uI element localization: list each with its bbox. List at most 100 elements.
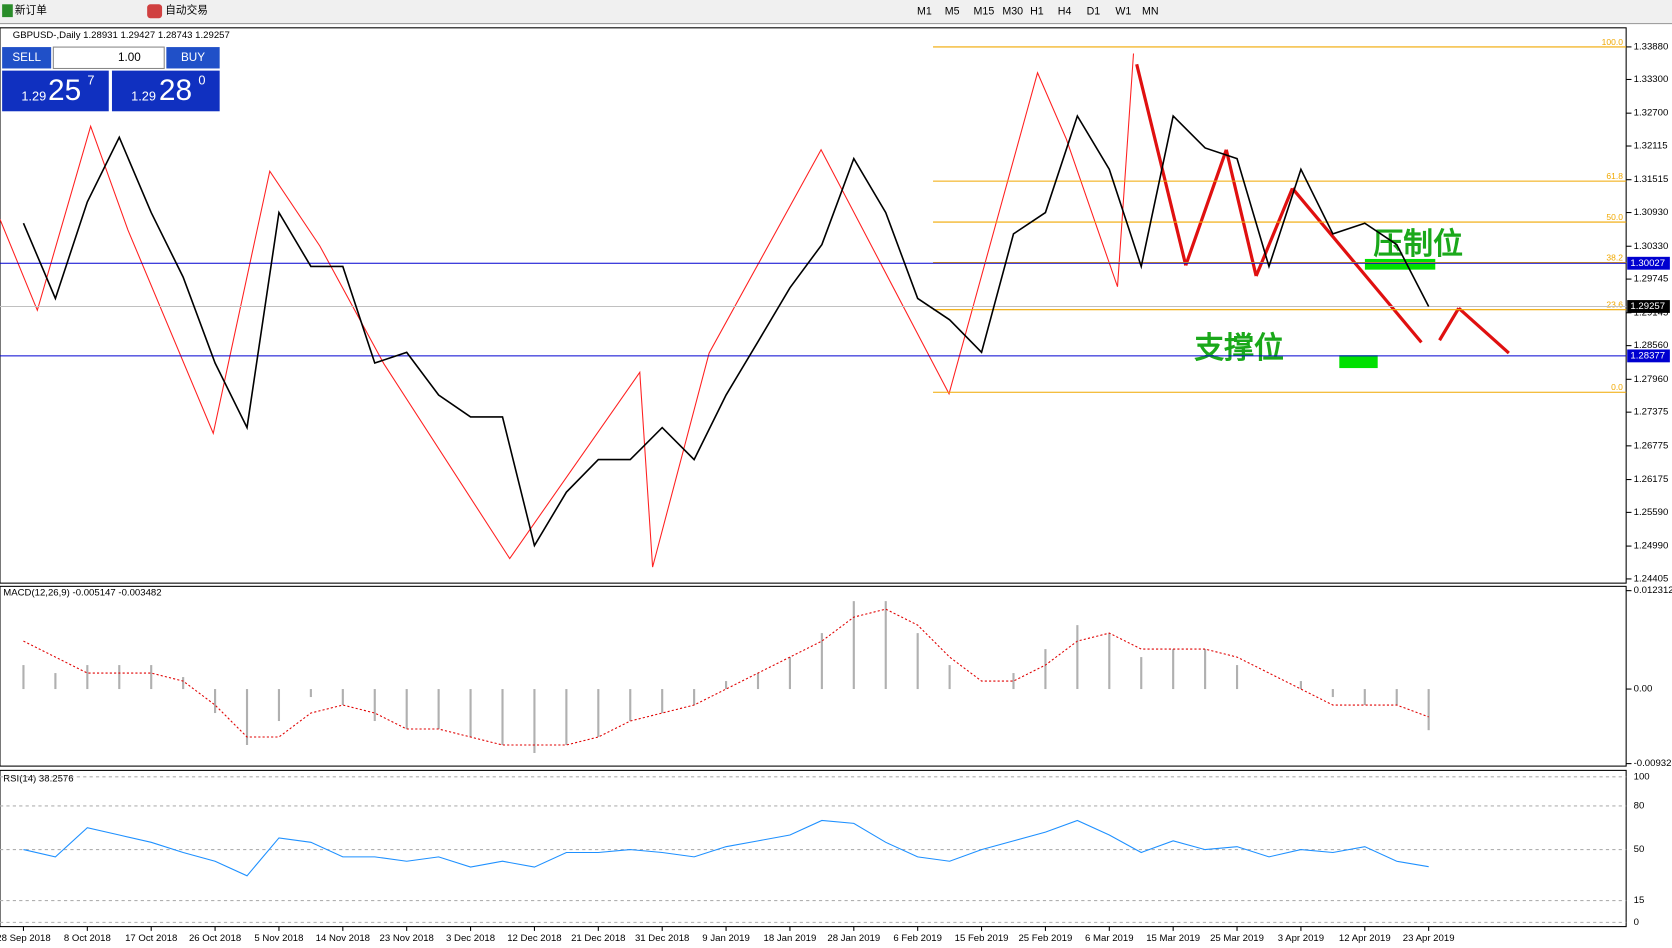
level-tag [1627, 256, 1670, 270]
y-tick-label: 50 [1634, 844, 1645, 855]
x-tick-label: 31 Dec 2018 [635, 933, 689, 944]
x-tick-label: 3 Dec 2018 [446, 933, 495, 944]
rsi-line [23, 819, 1429, 877]
timeframe[interactable]: W1 [1115, 6, 1131, 18]
y-tick-label: 1.26775 [1634, 440, 1669, 451]
x-tick-label: 6 Feb 2019 [893, 933, 942, 944]
y-tick-label: 1.33300 [1634, 74, 1669, 85]
lots[interactable]: 1.00 [118, 51, 141, 64]
x-tick-label: 26 Oct 2018 [189, 933, 241, 944]
price-tag [1627, 300, 1670, 313]
signal-line [23, 608, 1429, 746]
arrows [1135, 63, 1510, 355]
lots-field[interactable] [52, 46, 165, 70]
timeframe[interactable]: M30 [1002, 6, 1023, 18]
y-tick-label: 0.00 [1634, 684, 1653, 695]
x-tick-label: 25 Mar 2019 [1210, 933, 1264, 944]
x-tick-label: 6 Mar 2019 [1085, 933, 1134, 944]
fib-label: 61.8 [1606, 171, 1623, 181]
timeframe[interactable]: MN [1142, 6, 1159, 18]
ask-frac: 0 [198, 73, 205, 88]
timeframe[interactable]: M1 [917, 6, 932, 18]
price-series [22, 114, 1430, 548]
resistance-label: 压制位 [1373, 227, 1463, 261]
timeframe[interactable]: H4 [1058, 6, 1072, 18]
fib-label: 38.2 [1606, 252, 1623, 262]
new-order-icon[interactable] [2, 4, 13, 18]
x-tick-label: 21 Dec 2018 [571, 933, 625, 944]
zigzag [0, 53, 1135, 568]
y-tick-label: 100 [1634, 771, 1650, 782]
bid-pips: 25 [48, 74, 81, 107]
timeframe[interactable]: M5 [945, 6, 960, 18]
timeframe[interactable]: M15 [974, 6, 995, 18]
x-tick-label: 23 Nov 2018 [379, 933, 433, 944]
toolbar [0, 0, 1672, 24]
x-tick-label: 17 Oct 2018 [125, 933, 177, 944]
rsi-panel [0, 769, 1627, 928]
x-tick-label: 15 Mar 2019 [1146, 933, 1200, 944]
fib-label: 0.0 [1611, 382, 1623, 392]
y-tick-label: 1.25590 [1634, 507, 1669, 518]
x-tick-label: 5 Nov 2018 [254, 933, 303, 944]
y-tick-label: 1.27960 [1634, 374, 1669, 385]
sell-button[interactable] [2, 47, 52, 69]
y-tick-label: 1.31515 [1634, 174, 1669, 185]
ask-box[interactable] [111, 70, 220, 112]
x-tick-label: 28 Jan 2019 [827, 933, 880, 944]
fib-label: 100.0 [1602, 37, 1624, 47]
y-tick-label: 1.29745 [1634, 274, 1669, 285]
y-tick-label: 1.33880 [1634, 41, 1669, 52]
x-tick-label: 15 Feb 2019 [955, 933, 1009, 944]
timeframe[interactable]: H1 [1030, 6, 1044, 18]
y-tick-label: 15 [1634, 895, 1645, 906]
fib-label: 23.6 [1606, 300, 1623, 310]
level-label: 1.28377 [1630, 350, 1665, 361]
x-tick-label: 14 Nov 2018 [316, 933, 370, 944]
x-tick-label: 9 Jan 2019 [702, 933, 749, 944]
ask-big: 1.29 [131, 89, 156, 104]
rsi-title: RSI(14) 38.2576 [3, 773, 73, 784]
timeframe[interactable]: D1 [1087, 6, 1101, 18]
x-tick-label: 28 Sep 2018 [0, 933, 51, 944]
y-tick-label: 1.32700 [1634, 108, 1669, 119]
support-mark [1339, 355, 1378, 369]
y-tick-label: 1.30930 [1634, 207, 1669, 218]
buy-button[interactable] [166, 47, 220, 69]
bid-frac: 7 [87, 73, 94, 88]
x-tick-label: 18 Jan 2019 [764, 933, 817, 944]
bid-big: 1.29 [21, 89, 46, 104]
y-tick-label: 1.27375 [1634, 407, 1669, 418]
chart-title: GBPUSD-,Daily 1.28931 1.29427 1.28743 1.… [13, 30, 230, 41]
ask-pips: 28 [159, 74, 192, 107]
buy-label[interactable]: BUY [181, 51, 205, 64]
y-tick-label: 1.30330 [1634, 241, 1669, 252]
sell-label[interactable]: SELL [12, 51, 41, 64]
macd-panel [0, 585, 1627, 767]
y-tick-label: 0 [1634, 917, 1639, 928]
main-chart [0, 27, 1627, 584]
x-tick-label: 3 Apr 2019 [1278, 933, 1324, 944]
y-tick-label: 0.012312 [1634, 585, 1672, 596]
y-tick-label: 1.24990 [1634, 541, 1669, 552]
y-tick-label: -0.009328 [1634, 758, 1672, 769]
x-tick-label: 12 Dec 2018 [507, 933, 561, 944]
bid-box[interactable] [2, 70, 109, 112]
auto-trading[interactable]: 自动交易 [165, 4, 208, 17]
y-tick-label: 1.28560 [1634, 340, 1669, 351]
price-label: 1.29257 [1630, 301, 1665, 312]
x-tick-label: 8 Oct 2018 [64, 933, 111, 944]
new-order[interactable]: 新订单 [15, 4, 47, 17]
y-tick-label: 1.24405 [1634, 573, 1669, 584]
level-tag [1627, 349, 1670, 363]
x-tick-label: 12 Apr 2019 [1339, 933, 1391, 944]
macd-title: MACD(12,26,9) -0.005147 -0.003482 [3, 587, 161, 598]
auto-trading-icon[interactable] [147, 4, 163, 19]
y-tick-label: 1.32115 [1634, 141, 1668, 152]
resistance-mark [1364, 258, 1436, 270]
x-tick-label: 23 Apr 2019 [1403, 933, 1455, 944]
y-tick-label: 80 [1634, 800, 1645, 811]
fib-label: 50.0 [1606, 212, 1623, 222]
trade-panel: SELL 1.00 BUY 1.29 25 7 1.29 28 0 [2, 46, 220, 112]
